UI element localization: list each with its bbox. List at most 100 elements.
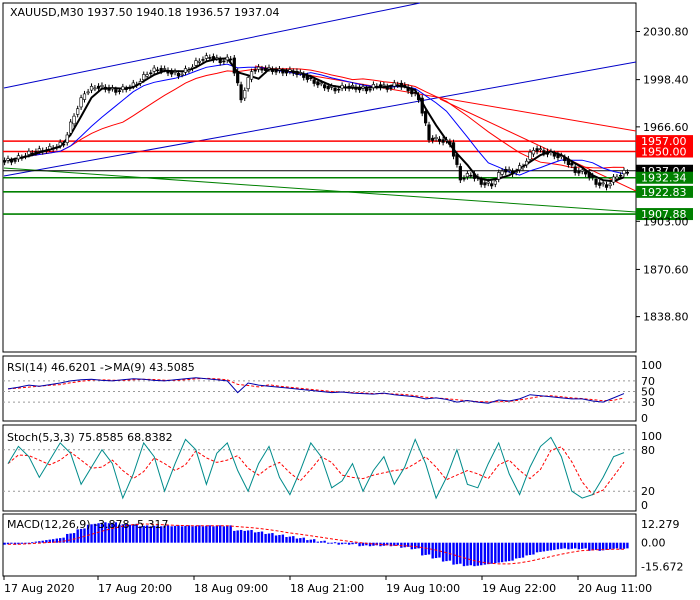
candle-body [618, 174, 623, 177]
macd-bar [292, 536, 295, 543]
candle-body [124, 88, 128, 90]
macd-bar [13, 542, 17, 545]
candle-body [260, 68, 264, 71]
candle-body [364, 88, 368, 92]
candle-body [69, 121, 73, 134]
time-tick-label: 17 Aug 20:00 [98, 582, 172, 595]
macd-bar [271, 533, 274, 543]
macd-bar [372, 542, 375, 546]
macd-bar [260, 531, 264, 543]
candle-body [497, 172, 501, 180]
macd-bar [257, 531, 260, 543]
macd-bar [66, 533, 69, 543]
candle-body [302, 73, 306, 78]
macd-bar [139, 526, 142, 543]
candle-body [298, 72, 302, 74]
candle-body [337, 88, 341, 91]
candle-body [215, 57, 219, 59]
indicator-level-label: 0 [641, 412, 648, 425]
candle-body [131, 82, 135, 87]
macd-bar [48, 539, 51, 543]
macd-bar [546, 542, 549, 551]
macd-bar [72, 533, 76, 543]
macd-bar [469, 542, 472, 566]
time-tick-label: 17 Aug 2020 [4, 582, 74, 595]
macd-bar [177, 525, 180, 543]
macd-bar [201, 526, 205, 543]
candle-body [545, 151, 550, 155]
indicator-level-label: 70 [641, 375, 655, 388]
candle-body [604, 184, 609, 188]
macd-bar [142, 525, 145, 543]
candle-body [584, 171, 588, 175]
candle-body [225, 56, 229, 61]
stoch-panel [2, 424, 637, 512]
macd-bar [306, 540, 309, 543]
candle-body [416, 94, 421, 101]
macd-bar [528, 542, 532, 555]
macd-bar [494, 542, 497, 564]
macd-bar [107, 523, 111, 543]
indicator-level-label: 100 [641, 430, 662, 443]
macd-bar [246, 530, 250, 543]
macd-bar [187, 525, 191, 543]
candle-body [556, 154, 560, 159]
time-tick-label: 19 Aug 10:00 [386, 582, 460, 595]
candle-body [622, 170, 626, 175]
macd-bar [393, 542, 396, 546]
macd-bar [173, 525, 177, 543]
candle-body [170, 71, 174, 75]
level-badge [636, 185, 693, 198]
candle-body [222, 60, 226, 63]
macd-bar [267, 533, 271, 543]
macd-bar [448, 542, 452, 561]
price-axis: 2030.80 1998.40 1966.60 1903.00 1870.60 1838.… [636, 26, 689, 324]
candle-body [570, 162, 574, 166]
macd-bar [466, 542, 469, 566]
blue-channel-upper [3, 2, 421, 89]
macd-bar [121, 524, 125, 543]
candle-body [93, 87, 97, 90]
level-label: 1950.00 [641, 146, 687, 159]
macd-bar [417, 542, 420, 549]
candle-body [615, 176, 619, 180]
candle-body [62, 143, 66, 146]
macd-bar [114, 522, 118, 543]
macd-bar [198, 525, 201, 543]
macd-bar [438, 542, 441, 558]
red-trend-upper [254, 65, 637, 132]
candle-body [361, 86, 365, 89]
macd-bar [347, 542, 351, 545]
macd-bar [93, 523, 97, 543]
ma-medium-line [7, 63, 625, 176]
macd-bar [90, 524, 93, 543]
macd-bar [539, 542, 542, 552]
candle-body [330, 86, 334, 88]
candle-body [173, 71, 177, 73]
candle-body [208, 57, 212, 59]
macd-bar [149, 526, 152, 543]
macd-bar [337, 542, 340, 545]
candle-body [229, 58, 233, 61]
candle-body [333, 87, 337, 92]
macd-bar [424, 542, 427, 555]
candle-body [458, 166, 462, 181]
macd-bar [504, 542, 507, 562]
macd-bar [253, 532, 257, 543]
price-tick-label: 1870.60 [643, 263, 689, 276]
macd-bar [59, 538, 62, 543]
candle-body [403, 84, 407, 87]
macd-bar [413, 542, 417, 549]
candle-body [277, 68, 282, 71]
candle-body [319, 82, 323, 85]
macd-bar [45, 540, 48, 543]
candle-body [535, 148, 539, 152]
candle-body [180, 73, 184, 76]
ma-slow-line [7, 68, 625, 169]
macd-bar [619, 542, 622, 550]
level-label: 1922.83 [641, 186, 687, 199]
macd-bar [445, 542, 448, 562]
macd-bar [6, 542, 10, 545]
indicator-level-label: 0 [641, 499, 648, 512]
